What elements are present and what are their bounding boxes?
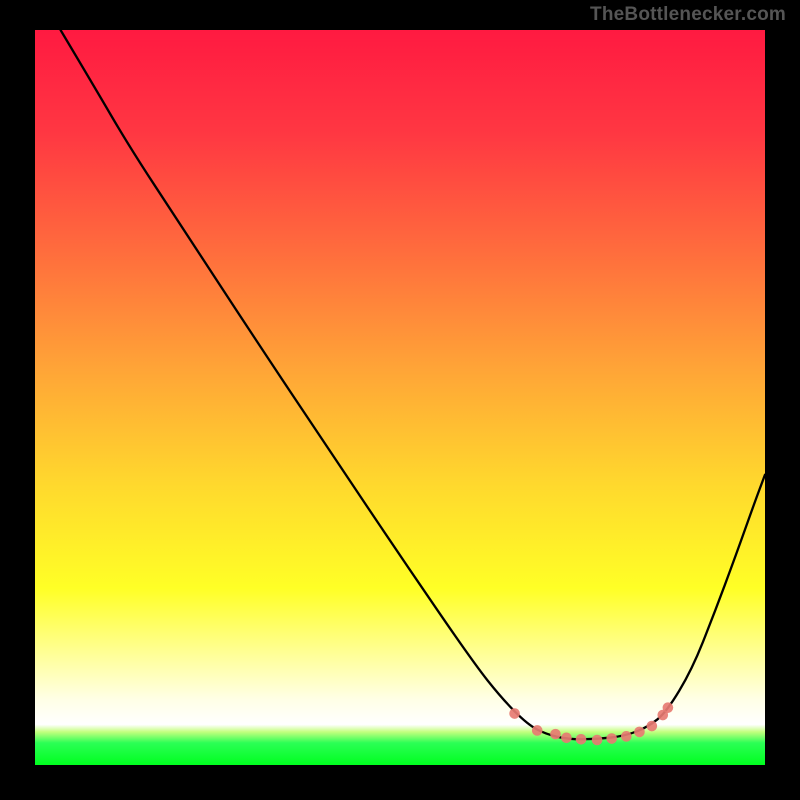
chart-frame: TheBottlenecker.com (0, 0, 800, 800)
marker-dot (606, 733, 617, 744)
marker-dot (509, 708, 520, 719)
marker-dot (663, 702, 674, 713)
marker-dot (576, 734, 587, 745)
marker-dot (532, 725, 543, 736)
marker-dot (550, 729, 561, 740)
plot-area (35, 30, 765, 765)
marker-dot (647, 721, 658, 732)
curve-layer (35, 30, 765, 765)
marker-dot (621, 731, 632, 742)
marker-dot (592, 735, 603, 746)
watermark-text: TheBottlenecker.com (590, 4, 786, 26)
marker-dot (561, 733, 572, 744)
bottleneck-curve (61, 30, 765, 739)
marker-dot (634, 727, 645, 738)
